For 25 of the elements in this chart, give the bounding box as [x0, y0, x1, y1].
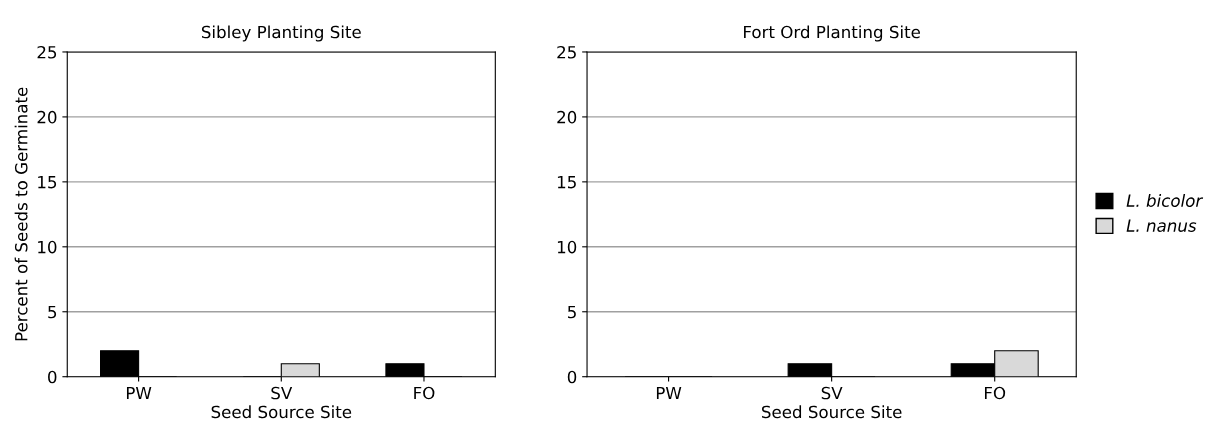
- y-tick-label: 5: [568, 305, 576, 319]
- x-tick-label: SV: [821, 386, 843, 400]
- y-tick-label: 20: [557, 110, 577, 124]
- y-tick-label: 15: [557, 176, 576, 189]
- x-tick-label: PW: [656, 386, 682, 400]
- y-tick-label: 15: [38, 176, 57, 189]
- chart-title: Fort Ord Planting Site: [744, 25, 920, 42]
- y-tick-label: 20: [37, 110, 57, 124]
- y-tick-label: 10: [557, 240, 577, 254]
- y-tick-label: 0: [48, 370, 57, 384]
- chart-title: Sibley Planting Site: [201, 25, 361, 42]
- x-axis-title: Seed Source Site: [211, 405, 352, 419]
- y-tick-label: 10: [38, 240, 57, 254]
- y-axis-title: Percent of Seeds to Germinate: [14, 87, 28, 341]
- x-axis-title: Seed Source Site: [761, 405, 902, 419]
- y-tick-label: 0: [567, 370, 577, 384]
- x-tick-label: PW: [126, 386, 152, 400]
- legend-label: L. nanus: [1126, 219, 1197, 232]
- y-tick-label: 5: [48, 305, 57, 319]
- x-tick-label: SV: [271, 386, 293, 400]
- legend-label: L. bicolor: [1126, 194, 1204, 207]
- x-tick-label: FO: [984, 386, 1006, 400]
- y-tick-label: 25: [37, 45, 57, 59]
- y-tick-label: 25: [557, 45, 576, 59]
- x-tick-label: FO: [414, 386, 435, 400]
